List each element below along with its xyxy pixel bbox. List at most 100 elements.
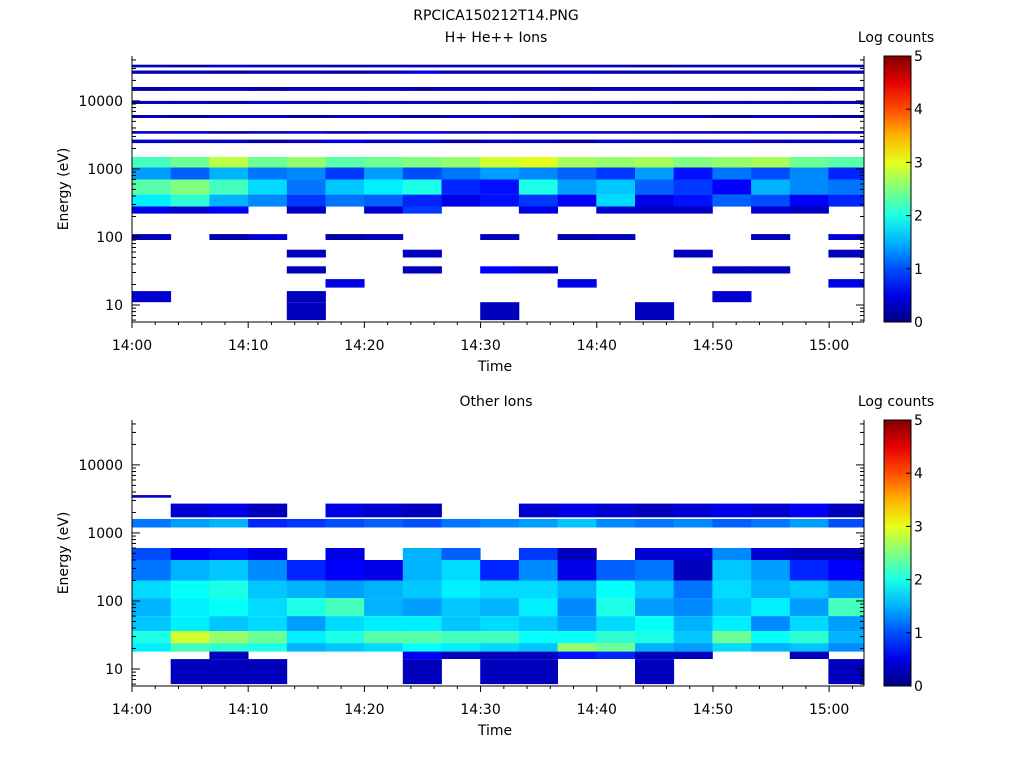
heatmap-cell bbox=[132, 157, 172, 168]
heatmap-cell bbox=[596, 64, 636, 68]
panel-title: H+ He++ Ions bbox=[445, 30, 548, 46]
heatmap-cell bbox=[364, 194, 404, 207]
heatmap-cell bbox=[286, 179, 326, 195]
heatmap-cell bbox=[248, 234, 288, 240]
x-tick-label: 14:10 bbox=[228, 338, 268, 354]
heatmap-cell bbox=[364, 64, 404, 68]
heatmap-cell bbox=[248, 157, 288, 168]
heatmap-cell bbox=[441, 651, 481, 659]
heatmap-cell bbox=[712, 157, 752, 168]
heatmap-cell bbox=[751, 206, 791, 214]
heatmap-cell bbox=[828, 548, 864, 560]
heatmap-cell bbox=[480, 234, 520, 240]
heatmap-cell bbox=[480, 115, 520, 118]
heatmap-cell bbox=[402, 519, 442, 528]
heatmap-cell bbox=[209, 115, 249, 118]
heatmap-cell bbox=[828, 100, 864, 104]
heatmap-cell bbox=[828, 131, 864, 134]
heatmap-cell bbox=[170, 580, 210, 599]
heatmap-cell bbox=[635, 87, 675, 91]
heatmap-cell bbox=[712, 64, 752, 68]
heatmap-cell bbox=[518, 206, 558, 214]
heatmap-cell bbox=[635, 157, 675, 168]
heatmap-cell bbox=[557, 631, 597, 644]
heatmap-cell bbox=[286, 87, 326, 91]
heatmap-cell bbox=[596, 580, 636, 599]
heatmap-cell bbox=[402, 659, 442, 685]
heatmap-cell bbox=[364, 87, 404, 91]
heatmap-cell bbox=[789, 580, 829, 599]
heatmap-cell bbox=[402, 249, 442, 258]
heatmap-cell bbox=[518, 139, 558, 144]
heatmap-cell bbox=[325, 157, 365, 168]
heatmap-cell bbox=[596, 179, 636, 195]
heatmap-cell bbox=[364, 616, 404, 632]
heatmap-cell bbox=[364, 115, 404, 118]
heatmap-cell bbox=[248, 659, 288, 685]
heatmap-cell bbox=[673, 643, 713, 652]
heatmap-cell bbox=[480, 131, 520, 134]
x-tick-label: 14:00 bbox=[112, 338, 152, 354]
heatmap-cell bbox=[364, 580, 404, 599]
heatmap-cell bbox=[364, 70, 404, 74]
heatmap-cell bbox=[132, 548, 172, 560]
heatmap-cell bbox=[712, 580, 752, 599]
heatmap-cell bbox=[518, 643, 558, 652]
heatmap-cell bbox=[170, 167, 210, 180]
heatmap-cell bbox=[789, 115, 829, 118]
heatmap-cell bbox=[751, 643, 791, 652]
heatmap-cell bbox=[325, 616, 365, 632]
heatmap-cell bbox=[441, 70, 481, 74]
heatmap-cell bbox=[557, 179, 597, 195]
heatmap-cell bbox=[441, 631, 481, 644]
heatmap-cell bbox=[751, 64, 791, 68]
heatmap-cell bbox=[596, 115, 636, 118]
y-tick-label: 100 bbox=[96, 594, 123, 610]
heatmap-cell bbox=[170, 659, 210, 685]
heatmap-cells bbox=[132, 64, 864, 321]
heatmap-cell bbox=[635, 70, 675, 74]
heatmap-cell bbox=[596, 234, 636, 240]
heatmap-cell bbox=[480, 651, 520, 659]
heatmap-cell bbox=[828, 249, 864, 258]
heatmap-cell bbox=[364, 234, 404, 240]
heatmap-cell bbox=[441, 580, 481, 599]
heatmap-cell bbox=[635, 631, 675, 644]
heatmap-cell bbox=[557, 651, 597, 659]
x-tick-label: 15:00 bbox=[809, 702, 849, 718]
heatmap-cell bbox=[402, 503, 442, 518]
heatmap-cell bbox=[596, 87, 636, 91]
heatmap-cell bbox=[170, 643, 210, 652]
heatmap-cell bbox=[364, 179, 404, 195]
heatmap-cell bbox=[325, 70, 365, 74]
heatmap-cell bbox=[325, 643, 365, 652]
heatmap-cell bbox=[789, 87, 829, 91]
heatmap-cell bbox=[828, 167, 864, 180]
figure-title: RPCICA150212T14.PNG bbox=[413, 8, 578, 24]
heatmap-cell bbox=[635, 206, 675, 214]
colorbar-tick-label: 5 bbox=[914, 49, 923, 65]
heatmap-cell bbox=[518, 100, 558, 104]
x-axis-label: Time bbox=[477, 359, 512, 375]
heatmap-cell bbox=[325, 234, 365, 240]
y-tick-label: 1000 bbox=[87, 162, 123, 178]
heatmap-cell bbox=[480, 302, 520, 321]
heatmap-cell bbox=[635, 616, 675, 632]
heatmap-cell bbox=[286, 631, 326, 644]
heatmap-cell bbox=[170, 598, 210, 616]
heatmap-cell bbox=[402, 560, 442, 581]
heatmap-cell bbox=[170, 616, 210, 632]
heatmap-cell bbox=[673, 631, 713, 644]
heatmap-cell bbox=[286, 167, 326, 180]
y-tick-label: 10 bbox=[105, 662, 123, 678]
colorbar-tick-label: 3 bbox=[914, 155, 923, 171]
heatmap-cell bbox=[286, 131, 326, 134]
heatmap-cell bbox=[518, 266, 558, 274]
heatmap-cell bbox=[751, 598, 791, 616]
heatmap-cell bbox=[441, 560, 481, 581]
heatmap-cell bbox=[828, 64, 864, 68]
x-tick-label: 15:00 bbox=[809, 338, 849, 354]
heatmap-cell bbox=[480, 194, 520, 207]
heatmap-cell bbox=[402, 179, 442, 195]
heatmap-cell bbox=[286, 206, 326, 214]
